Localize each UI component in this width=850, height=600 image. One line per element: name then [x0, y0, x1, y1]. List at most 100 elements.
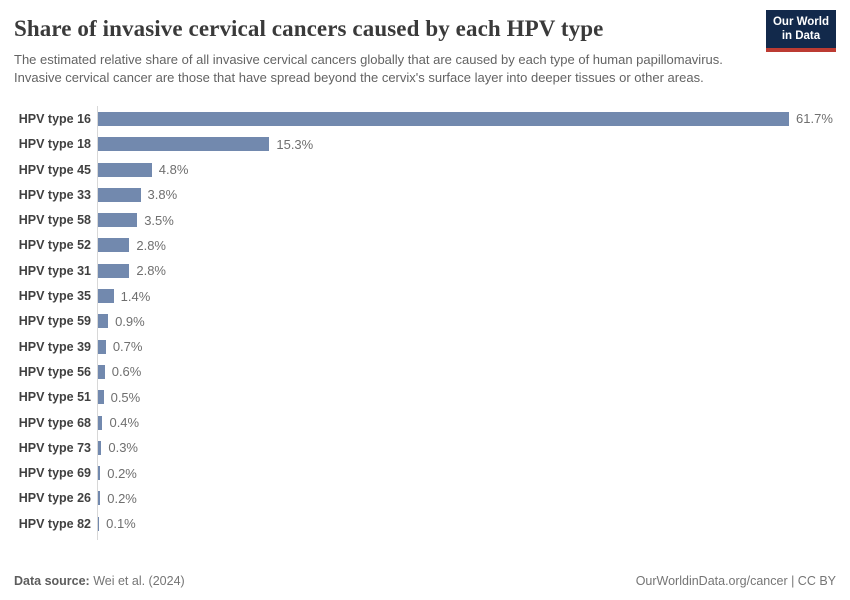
bar-track: 0.1% — [97, 511, 836, 537]
bar[interactable] — [98, 187, 141, 202]
bar-track: 1.4% — [97, 283, 836, 309]
bar[interactable] — [98, 364, 105, 379]
bar-value-label: 0.2% — [107, 490, 137, 506]
bar-row: HPV type 58 3.5% — [14, 207, 836, 233]
bar-row: HPV type 18 15.3% — [14, 131, 836, 157]
bar-track: 3.8% — [97, 182, 836, 208]
bar-value-label: 0.7% — [112, 339, 143, 355]
bar-track: 0.9% — [97, 308, 836, 334]
title-block: Share of invasive cervical cancers cause… — [14, 10, 756, 87]
bar-value-label: 2.8% — [136, 263, 166, 279]
bar-row: HPV type 82 0.1% — [14, 511, 836, 537]
bar-value-label: 0.6% — [111, 364, 142, 380]
bar-value-label: 3.8% — [147, 187, 178, 203]
bar-row: HPV type 26 0.2% — [14, 485, 836, 512]
bar-value-label: 1.4% — [120, 288, 151, 304]
bar-label: HPV type 16 — [18, 111, 91, 126]
bar-label: HPV type 69 — [18, 466, 91, 481]
bar[interactable] — [98, 314, 109, 329]
owid-logo-line2: in Data — [781, 30, 821, 43]
bar-value-label: 0.3% — [108, 440, 138, 456]
bar-track: 0.2% — [97, 460, 836, 486]
bar-row: HPV type 68 0.4% — [14, 409, 836, 436]
bar-label: HPV type 18 — [18, 137, 91, 152]
bar-value-label: 4.8% — [158, 162, 189, 178]
bar-row: HPV type 33 3.8% — [14, 182, 836, 208]
bar-value-label: 0.4% — [109, 415, 140, 431]
data-source-label: Data source: — [14, 574, 90, 588]
header: Share of invasive cervical cancers cause… — [14, 10, 836, 87]
chart-subtitle: The estimated relative share of all inva… — [14, 52, 723, 86]
bar-track: 0.3% — [97, 435, 836, 461]
bar[interactable] — [98, 390, 104, 405]
bar-value-label: 2.8% — [136, 237, 166, 253]
footer: Data source: Wei et al. (2024) OurWorldi… — [14, 574, 836, 588]
bar-track: 0.5% — [97, 384, 836, 410]
bar-row: HPV type 59 0.9% — [14, 308, 836, 334]
bar-row: HPV type 52 2.8% — [14, 232, 836, 259]
bar[interactable] — [98, 516, 100, 531]
axis-line-tail — [97, 536, 836, 541]
data-source-value: Wei et al. (2024) — [89, 574, 185, 588]
bar[interactable] — [98, 111, 790, 126]
bar-label: HPV type 31 — [18, 263, 91, 278]
attribution-link[interactable]: OurWorldinData.org/cancer | CC BY — [635, 574, 836, 588]
bar-track: 3.5% — [97, 207, 836, 233]
bar-track: 2.8% — [97, 232, 836, 259]
bar[interactable] — [98, 415, 103, 430]
bar-row: HPV type 31 2.8% — [14, 258, 836, 284]
bar-track: 15.3% — [97, 131, 836, 157]
chart-title: Share of invasive cervical cancers cause… — [14, 16, 604, 41]
bar-label: HPV type 26 — [18, 491, 91, 506]
bar-label: HPV type 45 — [18, 162, 91, 177]
bar-value-label: 15.3% — [276, 136, 314, 152]
bar-label: HPV type 68 — [18, 415, 91, 430]
bar-row: HPV type 39 0.7% — [14, 333, 836, 360]
owid-logo[interactable]: Our World in Data — [765, 10, 836, 52]
bar-label: HPV type 58 — [18, 213, 91, 228]
bar[interactable] — [98, 466, 101, 481]
bar[interactable] — [98, 263, 130, 278]
bar-chart: HPV type 16 61.7% HPV type 18 15.3% HPV type… — [14, 106, 836, 541]
bar-label: HPV type 82 — [18, 516, 91, 531]
bar-label: HPV type 52 — [18, 238, 91, 253]
bar-label: HPV type 73 — [18, 440, 91, 455]
bar-track: 0.2% — [97, 485, 836, 512]
bar-track: 2.8% — [97, 258, 836, 284]
bar-track: 0.4% — [97, 409, 836, 436]
bar[interactable] — [98, 289, 114, 304]
bar-track: 0.6% — [97, 359, 836, 385]
bar-value-label: 0.5% — [110, 389, 141, 405]
bar[interactable] — [98, 137, 270, 152]
bar-label: HPV type 39 — [18, 339, 91, 354]
owid-logo-line1: Our World — [772, 16, 829, 28]
bar-label: HPV type 35 — [18, 289, 91, 304]
bar-label: HPV type 33 — [18, 187, 91, 202]
bar-row: HPV type 45 4.8% — [14, 156, 836, 183]
bar[interactable] — [98, 162, 152, 177]
bar-value-label: 61.7% — [796, 111, 833, 127]
bar-row: HPV type 56 0.6% — [14, 359, 836, 385]
bar-value-label: 3.5% — [144, 212, 174, 228]
bar[interactable] — [98, 491, 101, 506]
bar-row: HPV type 73 0.3% — [14, 435, 836, 461]
bar[interactable] — [98, 213, 138, 228]
data-source: Data source: Wei et al. (2024) — [14, 574, 185, 588]
bar-value-label: 0.9% — [115, 313, 145, 329]
bar-track: 0.7% — [97, 333, 836, 360]
bar[interactable] — [98, 339, 106, 354]
bar-row: HPV type 69 0.2% — [14, 460, 836, 486]
bar-value-label: 0.1% — [106, 516, 136, 532]
bar[interactable] — [98, 238, 130, 253]
bar-label: HPV type 59 — [18, 314, 91, 329]
bar-track: 61.7% — [97, 106, 836, 132]
bar-value-label: 0.2% — [107, 465, 137, 481]
bar-row: HPV type 35 1.4% — [14, 283, 836, 309]
bar-row: HPV type 16 61.7% — [14, 106, 836, 132]
bar-label: HPV type 51 — [18, 390, 91, 405]
bar-row: HPV type 51 0.5% — [14, 384, 836, 410]
bar-track: 4.8% — [97, 156, 836, 183]
bar[interactable] — [98, 440, 102, 455]
bar-label: HPV type 56 — [18, 364, 91, 379]
